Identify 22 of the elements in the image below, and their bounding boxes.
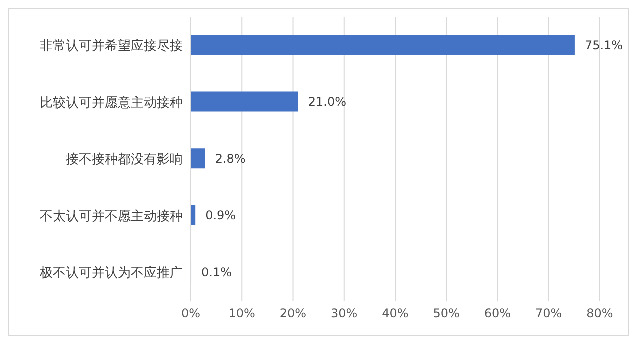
data-label: 0.1%: [202, 265, 232, 280]
bar: [191, 92, 298, 112]
x-tick-label: 20%: [280, 306, 307, 321]
x-tick-label: 70%: [536, 306, 562, 321]
y-tick-label: 接不接种都没有影响: [66, 152, 183, 168]
x-tick-label: 40%: [382, 306, 409, 321]
data-label: 75.1%: [584, 38, 624, 52]
x-tick-label: 50%: [433, 306, 460, 321]
x-tick-label: 30%: [331, 306, 358, 321]
y-tick-label: 比较认可并愿意主动接种: [40, 94, 183, 111]
x-tick-label: 10%: [228, 306, 256, 321]
data-label: 0.9%: [206, 208, 236, 223]
bar: [191, 148, 206, 169]
x-tick-label: 60%: [484, 306, 512, 321]
y-tick-label: 极不认可并认为不应推广: [39, 265, 183, 282]
data-label: 21.0%: [308, 95, 346, 110]
data-label: 2.8%: [215, 152, 246, 166]
y-tick-label: 非常认可并希望应接尽接: [40, 38, 183, 54]
bar: [191, 35, 575, 55]
y-tick-label: 不太认可并不愿主动接种: [40, 208, 183, 224]
x-tick-label: 0%: [181, 306, 201, 321]
x-tick-label: 80%: [586, 306, 614, 321]
